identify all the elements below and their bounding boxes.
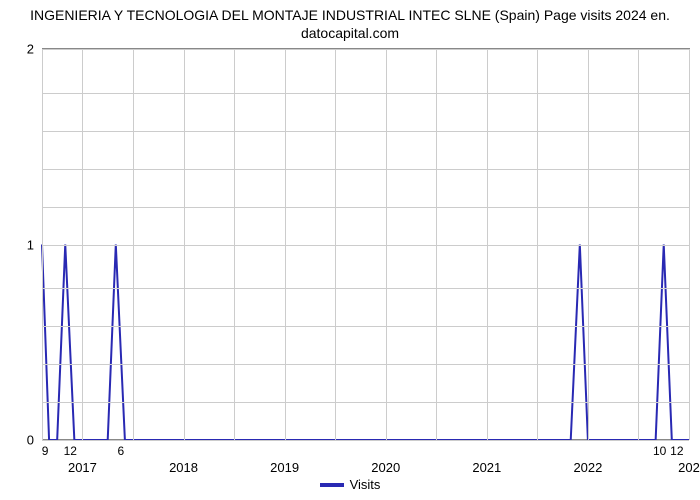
plot-area: 01291261012201720182019202020212022202 xyxy=(42,48,690,440)
vgrid-line xyxy=(386,49,387,440)
xtick-major-label: 2021 xyxy=(472,440,501,475)
ytick-label: 2 xyxy=(27,42,42,57)
ytick-label: 0 xyxy=(27,433,42,448)
xtick-minor-label: 9 xyxy=(42,440,49,458)
vgrid-line xyxy=(184,49,185,440)
vgrid-line xyxy=(638,49,639,440)
hgrid-minor xyxy=(42,288,689,289)
vgrid-line xyxy=(234,49,235,440)
xtick-major-label: 2022 xyxy=(573,440,602,475)
xtick-major-label: 2018 xyxy=(169,440,198,475)
vgrid-line xyxy=(436,49,437,440)
xtick-major-label: 2019 xyxy=(270,440,299,475)
vgrid-line xyxy=(689,49,690,440)
xtick-major-label: 2020 xyxy=(371,440,400,475)
vgrid-line xyxy=(285,49,286,440)
vgrid-line xyxy=(588,49,589,440)
hgrid-line xyxy=(42,245,689,246)
hgrid-minor xyxy=(42,207,689,208)
xtick-major-label: 202 xyxy=(678,440,700,475)
hgrid-minor xyxy=(42,93,689,94)
xtick-minor-label: 6 xyxy=(118,440,125,458)
hgrid-minor xyxy=(42,169,689,170)
ytick-label: 1 xyxy=(27,237,42,252)
xtick-minor-label: 10 xyxy=(653,440,666,458)
legend: Visits xyxy=(0,477,700,492)
vgrid-line xyxy=(82,49,83,440)
legend-label: Visits xyxy=(350,477,381,492)
hgrid-minor xyxy=(42,131,689,132)
visits-chart: INGENIERIA Y TECNOLOGIA DEL MONTAJE INDU… xyxy=(0,0,700,500)
visits-polyline xyxy=(42,245,689,441)
hgrid-minor xyxy=(42,326,689,327)
hgrid-minor xyxy=(42,402,689,403)
vgrid-line xyxy=(133,49,134,440)
vgrid-line xyxy=(42,49,43,440)
vgrid-line xyxy=(537,49,538,440)
hgrid-minor xyxy=(42,364,689,365)
vgrid-line xyxy=(487,49,488,440)
chart-title: INGENIERIA Y TECNOLOGIA DEL MONTAJE INDU… xyxy=(0,0,700,46)
hgrid-line xyxy=(42,49,689,50)
legend-swatch xyxy=(320,483,344,487)
vgrid-line xyxy=(335,49,336,440)
xtick-major-label: 2017 xyxy=(68,440,97,475)
